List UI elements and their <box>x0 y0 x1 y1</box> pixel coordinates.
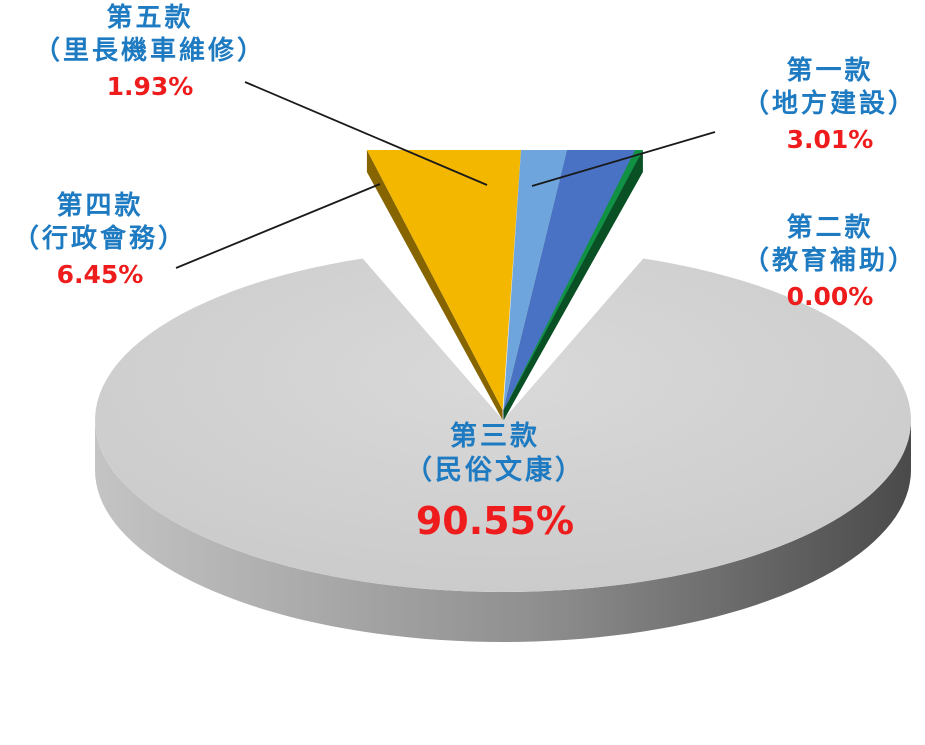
slice-subtitle-c3: （民俗文康） <box>405 454 585 486</box>
slice-percent-c3: 90.55% <box>415 498 575 543</box>
slice-percent-c5: 1.93% <box>106 72 194 101</box>
slice-subtitle-c2: （教育補助） <box>742 245 917 276</box>
slice-label-c4: 第四款 （行政會務） 6.45% <box>0 190 200 290</box>
slice-label-c3: 第三款 （民俗文康） 90.55% <box>360 420 630 545</box>
slice-title-c2: 第二款 <box>786 213 874 243</box>
slice-c4 <box>366 150 521 420</box>
leader-line-1 <box>244 81 488 186</box>
slice-title-c3: 第三款 <box>450 421 540 452</box>
slice-label-c2: 第二款 （教育補助） 0.00% <box>735 212 925 312</box>
slice-label-c5: 第五款 （里長機車維修） 1.93% <box>20 2 280 102</box>
slice-c3-top <box>95 258 911 592</box>
slice-percent-c4: 6.45% <box>56 260 144 289</box>
slice-title-c1: 第一款 <box>786 56 874 86</box>
slice-percent-c2: 0.00% <box>786 282 874 311</box>
slice-label-c1: 第一款 （地方建設） 3.01% <box>735 55 925 155</box>
leader-line-3 <box>531 131 716 187</box>
slice-percent-c1: 3.01% <box>786 125 874 154</box>
slice-title-c4: 第四款 <box>56 191 144 221</box>
slice-c2 <box>503 150 643 420</box>
slice-subtitle-c1: （地方建設） <box>742 88 917 119</box>
slice-subtitle-c5: （里長機車維修） <box>33 35 266 66</box>
slice-c3-side <box>95 420 911 642</box>
slice-subtitle-c4: （行政會務） <box>12 223 187 254</box>
slice-title-c5: 第五款 <box>106 3 194 33</box>
leader-line-2 <box>175 183 381 269</box>
